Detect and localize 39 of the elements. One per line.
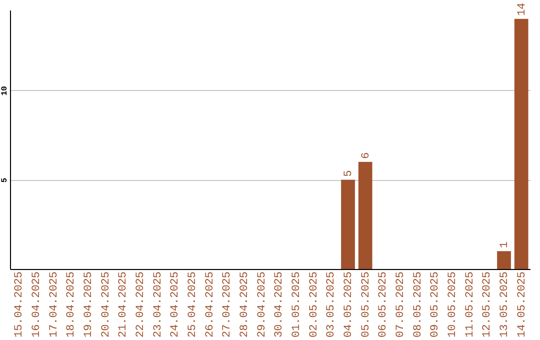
x-tick-label: 15.04.2025 (14, 272, 26, 338)
x-tick-label: 04.05.2025 (343, 272, 355, 338)
x-tick-label: 16.04.2025 (31, 272, 43, 338)
x-tick-label: 29.04.2025 (256, 272, 268, 338)
data-label: 5 (343, 170, 355, 177)
x-tick-label: 14.05.2025 (516, 272, 528, 338)
x-tick-label: 23.04.2025 (152, 272, 164, 338)
bar (358, 162, 372, 269)
x-tick-label: 08.05.2025 (412, 272, 424, 338)
x-tick-label: 24.04.2025 (170, 272, 182, 338)
x-tick-label: 12.05.2025 (482, 272, 494, 338)
bar (341, 180, 355, 269)
x-tick-label: 21.04.2025 (118, 272, 130, 338)
x-tick-label: 11.05.2025 (464, 272, 476, 338)
x-tick-label: 19.04.2025 (83, 272, 95, 338)
x-tick-label: 18.04.2025 (66, 272, 78, 338)
x-tick-label: 25.04.2025 (187, 272, 199, 338)
bar (497, 251, 511, 269)
x-tick-label: 17.04.2025 (48, 272, 60, 338)
x-tick-label: 02.05.2025 (308, 272, 320, 338)
bar (514, 18, 528, 269)
data-label: 1 (499, 241, 511, 248)
data-label: 14 (516, 2, 528, 16)
x-tick-label: 26.04.2025 (204, 272, 216, 338)
x-tick-label: 13.05.2025 (499, 272, 511, 338)
x-tick-label: 20.04.2025 (100, 272, 112, 338)
x-tick-label: 07.05.2025 (395, 272, 407, 338)
x-tick-label: 22.04.2025 (135, 272, 147, 338)
x-tick-label: 30.04.2025 (274, 272, 286, 338)
x-tick-label: 28.04.2025 (239, 272, 251, 338)
x-tick-label: 10.05.2025 (447, 272, 459, 338)
x-tick-label: 27.04.2025 (222, 272, 234, 338)
x-tick-label: 03.05.2025 (326, 272, 338, 338)
x-tick-label: 01.05.2025 (291, 272, 303, 338)
x-tick-label: 05.05.2025 (360, 272, 372, 338)
x-tick-label: 09.05.2025 (430, 272, 442, 338)
y-tick-label: 10 (0, 86, 10, 96)
x-tick-label: 06.05.2025 (378, 272, 390, 338)
data-label: 6 (360, 152, 372, 159)
